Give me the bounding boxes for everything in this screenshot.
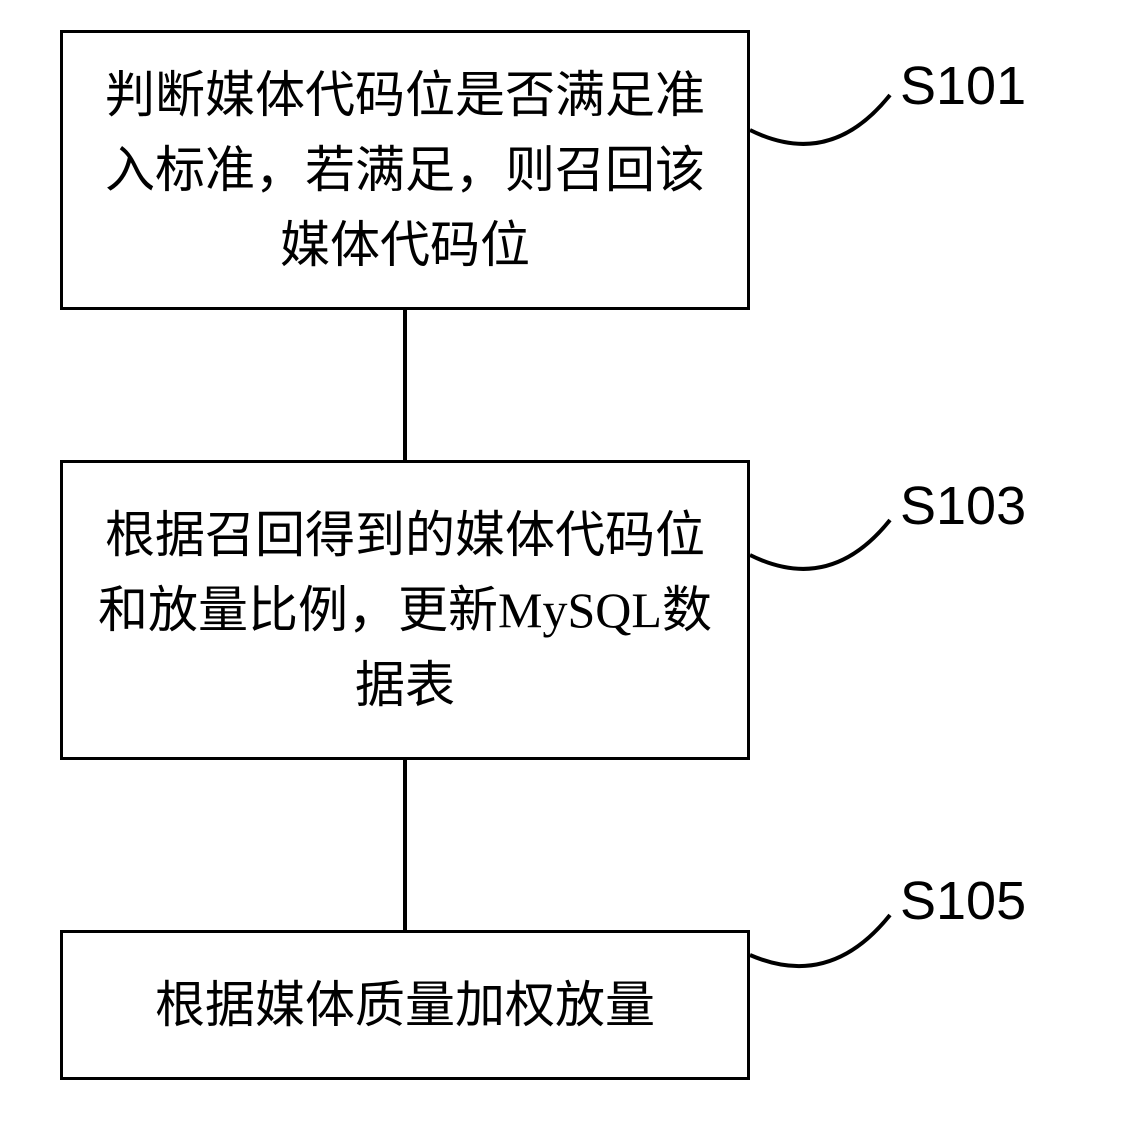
leader-curve (0, 0, 1136, 1131)
flowchart-canvas: 判断媒体代码位是否满足准入标准，若满足，则召回该媒体代码位根据召回得到的媒体代码… (0, 0, 1136, 1131)
